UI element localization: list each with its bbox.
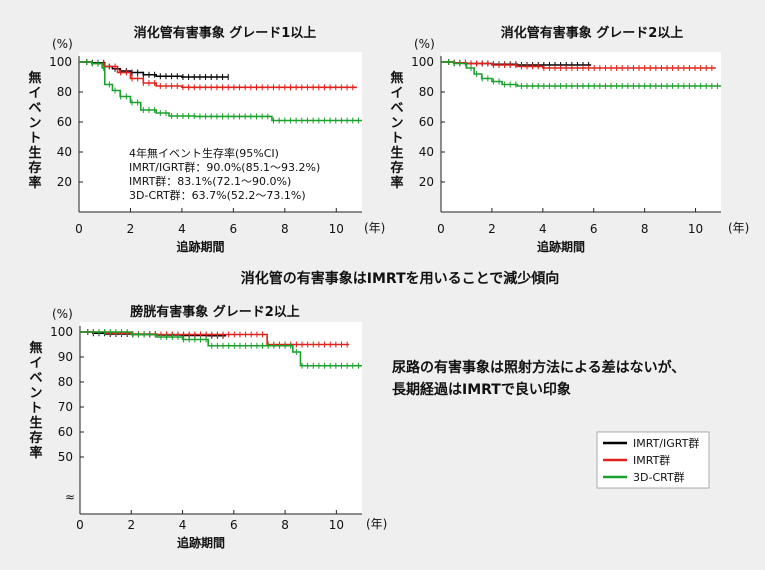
x-tick-label: 4	[179, 518, 187, 532]
middle-caption: 消化管の有害事象はIMRTを用いることで減少傾向	[241, 270, 559, 287]
plot-area	[441, 52, 721, 212]
x-tick-label: 8	[641, 222, 649, 236]
y-unit-label: (%)	[52, 307, 73, 321]
x-tick-label: 4	[178, 222, 186, 236]
legend-box: IMRT/IGRT群 IMRT群 3D-CRT群	[596, 431, 710, 489]
series-line-imrt	[79, 61, 357, 89]
y-tick-label: 90	[58, 350, 73, 364]
y-tick-label: 100	[50, 325, 73, 339]
x-tick-label: 6	[230, 518, 238, 532]
series-line-3dcrt	[80, 331, 362, 367]
y-tick-label: 80	[58, 375, 73, 389]
plot-area	[79, 52, 362, 212]
y-tick-label: 50	[58, 450, 73, 464]
chart-title: 消化管有害事象 グレード1以上	[134, 25, 317, 41]
y-unit-label: (%)	[52, 37, 73, 51]
series-line-3dcrt	[441, 61, 721, 87]
survival-note-line: 4年無イベント生存率(95%CI)	[129, 146, 279, 160]
x-tick-label: 0	[76, 518, 84, 532]
plot-area	[80, 322, 362, 514]
x-tick-label: 10	[329, 222, 344, 236]
x-axis-label: 追跡期間	[177, 535, 225, 550]
y-tick-label: 60	[58, 425, 73, 439]
survival-note-line: IMRT/IGRT群：90.0%(85.1～93.2%)	[129, 160, 320, 174]
legend-label-3dcrt: 3D-CRT群	[633, 470, 685, 484]
y-tick-label: 20	[419, 175, 434, 189]
x-unit-label: (年)	[728, 221, 749, 235]
x-tick-label: 8	[281, 518, 289, 532]
legend-label-imrt-igrt: IMRT/IGRT群	[633, 436, 699, 450]
y-tick-label: 60	[419, 115, 434, 129]
x-tick-label: 8	[281, 222, 289, 236]
x-tick-label: 2	[488, 222, 496, 236]
x-tick-label: 2	[127, 222, 135, 236]
y-tick-label: 40	[419, 145, 434, 159]
y-unit-label: (%)	[414, 37, 435, 51]
y-axis-label: 無イベント生存率	[28, 70, 41, 191]
chart-title: 膀胱有害事象 グレード2以上	[129, 304, 300, 320]
y-tick-label: 80	[57, 85, 72, 99]
x-axis-label: 追跡期間	[176, 239, 224, 254]
chart-panel-2: 消化管有害事象 グレード2以上 (%) 無イベント生存率 20 40 60 80 100 0 2 4…	[390, 25, 749, 254]
x-tick-label: 6	[230, 222, 238, 236]
survival-note-line: IMRT群：83.1%(72.1～90.0%)	[129, 174, 291, 188]
y-tick-label: 100	[411, 55, 434, 69]
y-axis-label: 無イベント生存率	[390, 70, 403, 191]
x-tick-label: 10	[688, 222, 703, 236]
right-caption-line1: 尿路の有害事象は照射方法による差はないが、	[392, 359, 685, 376]
chart-title: 消化管有害事象 グレード2以上	[501, 25, 684, 41]
x-axis-label: 追跡期間	[537, 239, 585, 254]
y-tick-label: 40	[57, 145, 72, 159]
y-tick-label: 20	[57, 175, 72, 189]
x-unit-label: (年)	[364, 221, 385, 235]
legend-label-imrt: IMRT群	[633, 453, 670, 467]
y-axis-break-mark: ≈	[65, 490, 75, 504]
right-caption-line2: 長期経過はIMRTで良い印象	[392, 381, 571, 398]
chart-panel-3: 膀胱有害事象 グレード2以上 (%) 無イベント生存率 50 60 70 80 90 100 ≈0…	[29, 304, 387, 550]
y-tick-label: 100	[49, 55, 72, 69]
y-tick-label: 70	[58, 400, 73, 414]
x-tick-label: 0	[437, 222, 445, 236]
x-tick-label: 4	[539, 222, 547, 236]
x-tick-label: 6	[590, 222, 598, 236]
chart-panel-1: 消化管有害事象 グレード1以上 (%) 無イベント生存率 20 40 60 80 100 0 2 4…	[28, 25, 385, 254]
x-tick-label: 2	[127, 518, 135, 532]
y-tick-label: 60	[57, 115, 72, 129]
y-tick-label: 80	[419, 85, 434, 99]
x-unit-label: (年)	[366, 517, 387, 531]
y-axis-label: 無イベント生存率	[29, 340, 42, 461]
x-tick-label: 10	[329, 518, 344, 532]
x-tick-label: 0	[75, 222, 83, 236]
survival-note-line: 3D-CRT群：63.7%(52.2～73.1%)	[129, 188, 306, 202]
series-line-imrt	[80, 331, 350, 346]
